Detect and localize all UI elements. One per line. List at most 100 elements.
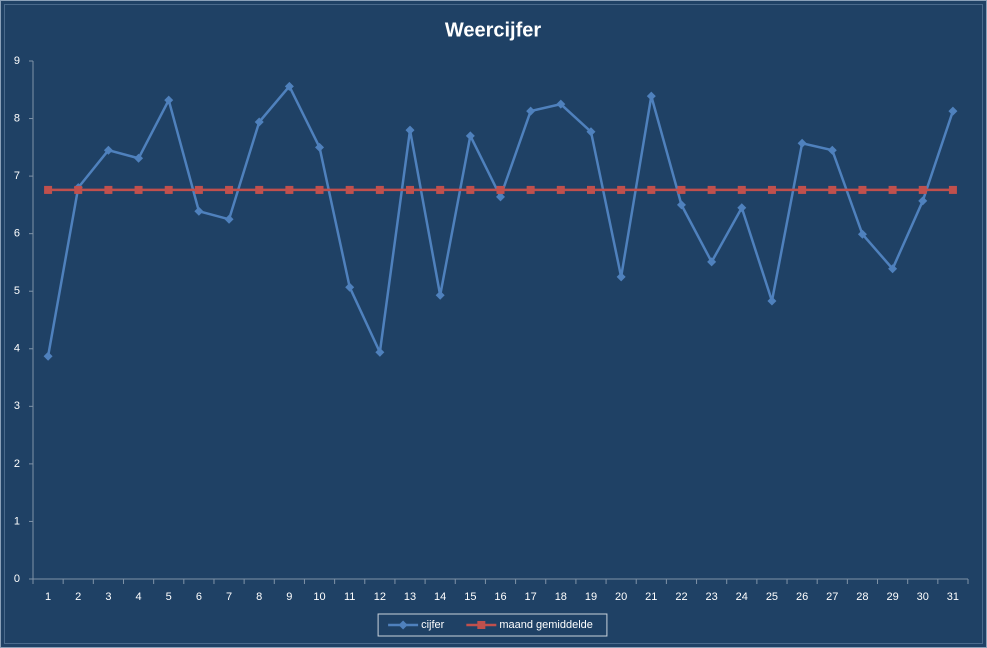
marker <box>398 620 408 630</box>
y-tick-label: 6 <box>14 228 20 240</box>
marker <box>798 185 807 194</box>
x-tick-label: 11 <box>344 591 355 603</box>
marker <box>164 95 174 105</box>
x-tick-label: 6 <box>196 591 202 603</box>
y-tick-label: 4 <box>14 343 20 355</box>
marker <box>315 142 325 152</box>
x-tick-label: 29 <box>886 591 898 603</box>
x-tick-label: 7 <box>226 591 232 603</box>
marker <box>526 185 535 194</box>
marker <box>737 185 746 194</box>
legend-label: maand gemiddelde <box>499 619 593 631</box>
x-tick-label: 5 <box>166 591 172 603</box>
marker <box>888 264 898 274</box>
x-tick-label: 18 <box>555 591 567 603</box>
marker <box>828 185 837 194</box>
x-tick-label: 9 <box>286 591 292 603</box>
x-tick-label: 23 <box>706 591 718 603</box>
y-tick-label: 8 <box>14 112 20 124</box>
marker <box>466 185 475 194</box>
marker <box>465 131 475 141</box>
marker <box>948 185 957 194</box>
marker <box>285 185 294 194</box>
marker <box>225 185 234 194</box>
marker <box>737 203 747 213</box>
marker <box>345 282 355 292</box>
marker <box>857 229 867 239</box>
marker <box>767 185 776 194</box>
marker <box>134 185 143 194</box>
x-tick-label: 2 <box>75 591 81 603</box>
marker <box>858 185 867 194</box>
x-tick-label: 27 <box>826 591 838 603</box>
marker <box>74 185 83 194</box>
marker <box>948 106 958 116</box>
marker <box>586 185 595 194</box>
legend-item: cijfer <box>388 619 445 631</box>
marker <box>797 138 807 148</box>
x-tick-label: 15 <box>464 591 476 603</box>
marker <box>646 91 656 101</box>
marker <box>375 347 385 357</box>
x-tick-label: 16 <box>494 591 506 603</box>
legend: cijfer maand gemiddelde <box>377 613 608 637</box>
x-tick-label: 8 <box>256 591 262 603</box>
y-tick-label: 7 <box>14 170 20 182</box>
x-tick-label: 28 <box>856 591 868 603</box>
x-tick-label: 3 <box>105 591 111 603</box>
marker <box>556 185 565 194</box>
marker <box>134 153 144 163</box>
y-tick-label: 1 <box>14 515 20 527</box>
y-tick-label: 5 <box>14 285 20 297</box>
x-tick-label: 22 <box>675 591 687 603</box>
legend-box <box>377 613 608 637</box>
x-tick-label: 1 <box>45 591 51 603</box>
marker <box>616 272 626 282</box>
marker <box>827 145 837 155</box>
marker <box>918 196 928 206</box>
x-tick-label: 13 <box>404 591 416 603</box>
marker <box>477 621 486 629</box>
y-tick-label: 2 <box>14 458 20 470</box>
marker <box>44 185 53 194</box>
marker <box>617 185 626 194</box>
x-tick-label: 21 <box>645 591 657 603</box>
x-tick-label: 4 <box>136 591 142 603</box>
chart-frame <box>4 4 983 644</box>
marker <box>436 185 445 194</box>
marker <box>435 290 445 300</box>
marker <box>888 185 897 194</box>
marker <box>194 206 204 216</box>
x-tick-label: 17 <box>525 591 537 603</box>
marker <box>496 185 505 194</box>
marker <box>406 185 415 194</box>
marker <box>918 185 927 194</box>
marker <box>103 145 113 155</box>
marker <box>254 117 264 127</box>
marker <box>255 185 264 194</box>
y-tick-label: 0 <box>14 573 20 585</box>
legend-label: cijfer <box>421 619 445 631</box>
marker <box>224 214 234 224</box>
marker <box>556 99 566 109</box>
x-tick-label: 25 <box>766 591 778 603</box>
x-tick-label: 20 <box>615 591 627 603</box>
marker <box>284 81 294 91</box>
marker <box>767 296 777 306</box>
marker <box>43 351 53 361</box>
x-tick-label: 14 <box>434 591 446 603</box>
marker <box>315 185 324 194</box>
x-tick-label: 30 <box>917 591 929 603</box>
x-tick-label: 24 <box>736 591 748 603</box>
x-tick-label: 19 <box>585 591 597 603</box>
marker <box>586 127 596 137</box>
marker <box>164 185 173 194</box>
marker <box>375 185 384 194</box>
marker <box>405 125 415 135</box>
chart-title: Weercijfer <box>445 19 542 41</box>
legend-item: maand gemiddelde <box>466 619 593 631</box>
marker <box>526 106 536 116</box>
y-tick-label: 9 <box>14 55 20 67</box>
